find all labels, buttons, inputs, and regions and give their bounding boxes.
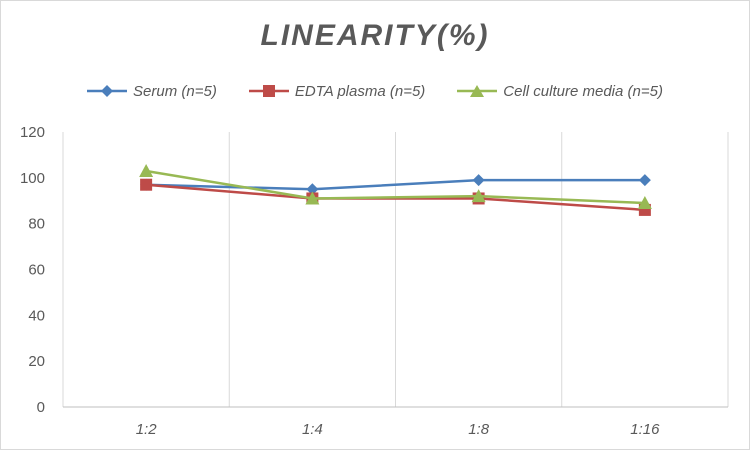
legend-item-edta: EDTA plasma (n=5)	[248, 80, 426, 102]
y-tick-label: 60	[28, 262, 45, 279]
x-tick-label: 1:8	[468, 421, 490, 438]
legend-edta-marker-icon	[248, 85, 289, 97]
data-point-diamond	[472, 174, 485, 187]
legend-item-serum: Serum (n=5)	[87, 80, 217, 102]
x-tick-label: 1:2	[136, 421, 158, 438]
data-point-triangle	[139, 163, 154, 177]
x-tick-label: 1:16	[630, 421, 660, 438]
y-tick-label: 120	[20, 124, 45, 141]
chart-title: LINEARITY(%)	[260, 19, 490, 52]
y-tick-label: 20	[28, 353, 45, 370]
y-tick-label: 40	[28, 307, 45, 324]
series-line-3	[145, 169, 645, 205]
chart-legend: Serum (n=5) EDTA plasma (n=5) Cell cultu…	[1, 80, 749, 102]
y-tick-label: 100	[20, 170, 45, 187]
legend-item-cell-culture: Cell culture media (n=5)	[457, 80, 663, 102]
data-point-triangle	[471, 189, 486, 203]
legend-label-edta: EDTA plasma (n=5)	[294, 82, 426, 100]
legend-cell-culture-marker-icon	[457, 85, 498, 97]
legend-label-serum: Serum (n=5)	[133, 82, 217, 100]
y-tick-label: 0	[37, 399, 45, 416]
data-point-square	[140, 178, 153, 191]
data-point-diamond	[638, 174, 651, 187]
data-point-triangle	[305, 191, 320, 205]
y-tick-label: 80	[28, 216, 45, 233]
legend-serum-marker-icon	[87, 85, 128, 97]
x-tick-label: 1:4	[302, 421, 323, 438]
series-line-1	[146, 178, 645, 191]
data-point-diamond	[306, 183, 319, 196]
legend-label-cell-culture: Cell culture media (n=5)	[503, 82, 663, 100]
data-point-triangle	[637, 196, 652, 210]
